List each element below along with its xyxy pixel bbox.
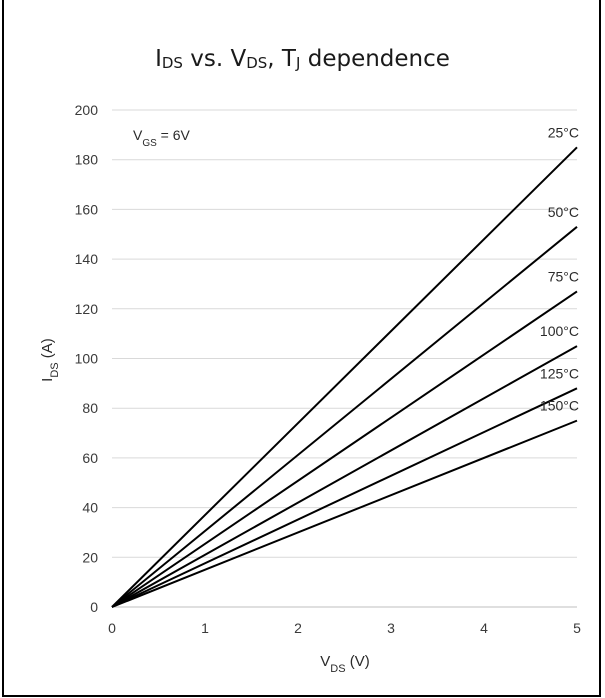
series-line <box>111 146 578 608</box>
y-tick-label: 200 <box>75 102 99 118</box>
series-label: 50°C <box>548 204 579 220</box>
y-tick-label: 100 <box>75 351 99 367</box>
series-label: 125°C <box>540 365 579 381</box>
y-tick-label: 40 <box>82 500 98 516</box>
y-tick-label: 0 <box>90 599 98 615</box>
y-tick-label: 80 <box>82 400 98 416</box>
x-tick-label: 5 <box>573 620 581 636</box>
tick-labels: 0 20 40 60 80 100 120 140 160 180 200 0 1 2 3 4 5 <box>75 102 581 636</box>
y-tick-label: 180 <box>75 152 99 168</box>
x-tick-label: 1 <box>201 620 209 636</box>
y-tick-label: 140 <box>75 251 99 267</box>
y-tick-label: 120 <box>75 301 99 317</box>
series-labels: 25°C 50°C 75°C 100°C 125°C 150°C <box>540 124 579 413</box>
x-tick-label: 2 <box>294 620 302 636</box>
series-line <box>111 345 578 608</box>
chart-title: IDS vs. VDS, TJ dependence <box>155 46 450 72</box>
series-lines <box>111 146 578 608</box>
grid-lines <box>112 109 577 558</box>
vgs-annotation: VGS = 6V <box>133 127 191 149</box>
series-line <box>111 419 578 608</box>
x-tick-label: 4 <box>480 620 488 636</box>
series-label: 150°C <box>540 398 579 414</box>
y-tick-label: 160 <box>75 201 99 217</box>
x-axis-label: VDS (V) <box>320 653 369 675</box>
y-tick-label: 60 <box>82 450 98 466</box>
y-tick-label: 20 <box>82 549 98 565</box>
series-line <box>111 387 578 608</box>
series-line <box>111 290 578 608</box>
series-label: 100°C <box>540 323 579 339</box>
y-axis-label: IDS (A) <box>39 338 61 382</box>
x-tick-label: 3 <box>387 620 395 636</box>
series-line <box>111 226 578 608</box>
series-label: 75°C <box>548 268 579 284</box>
x-tick-label: 0 <box>108 620 116 636</box>
series-label: 25°C <box>548 124 579 140</box>
